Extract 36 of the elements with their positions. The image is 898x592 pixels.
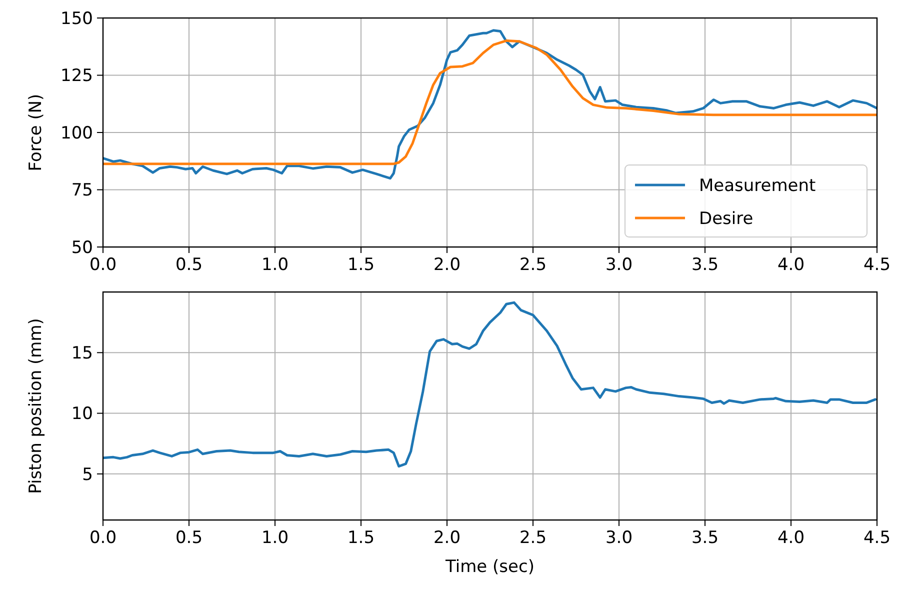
y-tick-label: 10 bbox=[71, 404, 93, 424]
y-tick-label: 5 bbox=[82, 464, 93, 485]
x-tick-label: 3.0 bbox=[605, 528, 633, 548]
y-tick-label: 100 bbox=[60, 123, 93, 144]
x-tick-label: 3.5 bbox=[691, 255, 719, 275]
x-tick-label: 3.0 bbox=[605, 255, 633, 275]
x-tick-label: 4.0 bbox=[777, 255, 805, 275]
x-tick-label: 4.0 bbox=[777, 528, 805, 548]
x-tick-label: 2.5 bbox=[519, 255, 547, 275]
x-tick-label: 1.0 bbox=[261, 528, 289, 548]
x-tick-label: 2.0 bbox=[433, 255, 461, 275]
y-tick-label: 50 bbox=[71, 238, 93, 258]
x-tick-label: 2.0 bbox=[433, 528, 461, 548]
x-tick-label: 3.5 bbox=[691, 528, 719, 548]
x-tick-label: 4.5 bbox=[863, 528, 891, 548]
legend-label: Desire bbox=[699, 208, 754, 229]
x-tick-label: 1.5 bbox=[347, 255, 375, 275]
x-tick-label: 0.0 bbox=[89, 528, 117, 548]
y-tick-label: 150 bbox=[60, 8, 93, 29]
x-tick-label: 1.5 bbox=[347, 528, 375, 548]
x-tick-label: 0.0 bbox=[89, 255, 117, 275]
x-axis-title: Time (sec) bbox=[444, 557, 534, 577]
x-tick-label: 2.5 bbox=[519, 528, 547, 548]
x-tick-label: 4.5 bbox=[863, 255, 891, 275]
y-axis-title: Force (N) bbox=[26, 94, 46, 172]
y-tick-label: 75 bbox=[71, 180, 93, 201]
y-tick-label: 15 bbox=[71, 344, 93, 364]
x-tick-label: 0.5 bbox=[175, 255, 203, 275]
x-tick-label: 1.0 bbox=[261, 255, 289, 275]
y-tick-label: 125 bbox=[60, 66, 93, 86]
line-series bbox=[103, 39, 877, 166]
line-series bbox=[103, 29, 877, 180]
x-tick-label: 0.5 bbox=[175, 528, 203, 548]
line-series bbox=[103, 301, 877, 468]
legend-label: Measurement bbox=[699, 176, 816, 196]
y-axis-title: Piston position (mm) bbox=[26, 318, 46, 494]
